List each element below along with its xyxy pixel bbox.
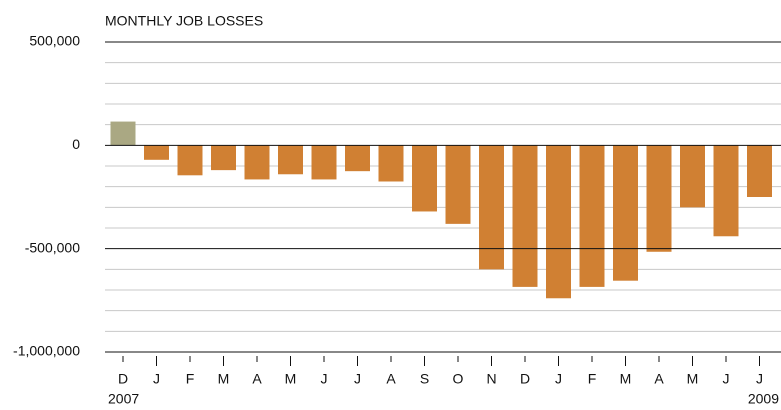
- bar: [646, 145, 672, 252]
- chart-title: MONTHLY JOB LOSSES: [105, 13, 263, 29]
- x-tick-label: A: [252, 371, 262, 387]
- x-tick-label: J: [723, 371, 730, 387]
- year-label: 2007: [108, 391, 139, 407]
- bar: [311, 145, 337, 180]
- bar: [546, 145, 571, 299]
- x-tick-label: D: [520, 371, 530, 387]
- bar: [278, 145, 303, 175]
- bar: [345, 145, 370, 172]
- bar: [211, 145, 236, 171]
- bar: [613, 145, 638, 281]
- x-tick-label: F: [588, 371, 597, 387]
- year-label: 2009: [748, 391, 779, 407]
- x-tick-label: M: [218, 371, 230, 387]
- x-tick-label: F: [186, 371, 195, 387]
- x-tick-label: S: [420, 371, 429, 387]
- bar: [680, 145, 705, 208]
- bar: [579, 145, 605, 287]
- bar: [445, 145, 471, 224]
- bar: [747, 145, 772, 197]
- bar: [378, 145, 404, 182]
- x-tick-label: J: [321, 371, 328, 387]
- x-tick-label: N: [486, 371, 496, 387]
- x-tick-label: A: [654, 371, 664, 387]
- x-tick-label: J: [354, 371, 361, 387]
- y-tick-label: -500,000: [25, 239, 80, 255]
- bar: [244, 145, 270, 180]
- bar: [713, 145, 739, 237]
- bar: [110, 121, 136, 146]
- bar: [512, 145, 538, 287]
- x-tick-label: M: [285, 371, 297, 387]
- bar: [144, 145, 169, 160]
- x-tick-label: J: [756, 371, 763, 387]
- x-tick-label: D: [118, 371, 128, 387]
- x-tick-label: A: [386, 371, 396, 387]
- x-tick-label: M: [620, 371, 632, 387]
- bar: [412, 145, 437, 212]
- x-tick-label: J: [153, 371, 160, 387]
- y-tick-label: 0: [72, 136, 80, 152]
- x-tick-label: J: [555, 371, 562, 387]
- bar: [177, 145, 203, 176]
- x-tick-label: O: [453, 371, 464, 387]
- bar: [479, 145, 504, 270]
- y-tick-label: 500,000: [29, 33, 80, 49]
- x-tick-label: M: [687, 371, 699, 387]
- y-tick-label: -1,000,000: [13, 343, 80, 359]
